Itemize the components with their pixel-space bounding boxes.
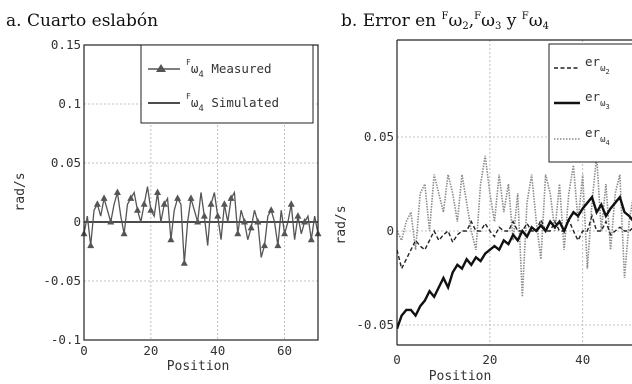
measured-point-marker: [100, 194, 108, 201]
panel-b-xtick-label: 40: [575, 352, 590, 367]
legend-measured-marker: [156, 64, 166, 72]
panel-a-xtick-label: 40: [210, 343, 225, 358]
measured-point-marker: [160, 200, 168, 207]
measured-point-marker: [207, 200, 215, 207]
measured-point-marker: [247, 223, 255, 231]
panel-a-ytick-label: -0.1: [51, 332, 81, 347]
panel-b-plot-frame: [396, 39, 632, 346]
measured-point-marker: [147, 206, 155, 213]
panel-b-title-sym-1: ω: [448, 11, 462, 31]
measured-point-marker: [227, 194, 235, 201]
panel-b-title-sym-2: ω: [481, 11, 495, 31]
measured-point-marker: [301, 218, 309, 225]
measured-point-marker: [93, 200, 101, 207]
panel-a-legend: Fω4 Measured Fω4 Simulated: [140, 44, 314, 124]
series-measured-line: [83, 186, 319, 264]
measured-point-marker: [267, 206, 275, 213]
measured-point-marker: [281, 229, 289, 237]
panel-b-title-sup-3: F: [522, 11, 529, 22]
panel-a-ytick-label: 0.15: [51, 37, 81, 52]
panel-b-ytick-label: 0.05: [364, 129, 394, 144]
panel-a-ytick-label: 0.05: [51, 155, 81, 170]
measured-point-marker: [194, 218, 202, 225]
measured-point-marker: [167, 235, 175, 243]
measured-point-marker: [133, 206, 141, 213]
panel-b-title-conj: y: [506, 11, 517, 31]
measured-point-marker: [220, 200, 228, 207]
legend-er3-label: erω3: [585, 89, 610, 111]
panel-b-xtick-label: 20: [482, 352, 497, 367]
panel-a-title: a. Cuarto eslabón: [6, 11, 158, 31]
panel-b-legend: erω2 erω3 erω4: [548, 43, 632, 163]
panel-a-xlabel: Position: [167, 359, 230, 374]
panel-b-ylabel: rad/s: [334, 205, 349, 244]
measured-point-marker: [200, 212, 208, 219]
panel-b-title-sym-3: ω: [529, 11, 543, 31]
panel-b-title-sub-3: 4: [543, 21, 549, 32]
measured-point-marker: [294, 212, 302, 219]
measured-point-marker: [140, 200, 148, 207]
measured-point-marker: [274, 241, 282, 249]
measured-point-marker: [107, 218, 115, 225]
measured-point-marker: [240, 218, 248, 225]
measured-point-marker: [120, 229, 128, 237]
panel-b-title-sup-2: F: [474, 11, 481, 22]
measured-point-marker: [214, 212, 222, 219]
measured-point-marker: [154, 188, 162, 195]
panel-b-title-prefix: b. Error en: [341, 11, 442, 31]
measured-point-marker: [187, 194, 195, 201]
measured-point-marker: [234, 229, 242, 237]
panel-a-xtick-label: 20: [143, 343, 158, 358]
panel-b-xlabel: Position: [429, 369, 492, 384]
panel-b-xtick-label: 0: [393, 352, 401, 367]
panel-a-tick-labels: 0 20 40 60 -0.1 -0.05 0 0.05 0.1 0.15: [43, 37, 292, 358]
panel-b-ytick-label: 0: [386, 223, 394, 238]
panel-b-title: b. Error en Fω2,Fω3 y Fω4: [341, 11, 549, 32]
panel-a-ylabel: rad/s: [13, 172, 28, 211]
measured-point-marker: [174, 194, 182, 201]
legend-er4-label: erω4: [585, 125, 610, 147]
measured-point-marker: [261, 241, 269, 249]
measured-point-marker: [287, 200, 295, 207]
series-er4-line: [397, 155, 632, 297]
panel-a-series: [80, 186, 322, 266]
panel-b-title-sub-1: 2: [462, 21, 468, 32]
panel-a-chart: 0 20 40 60 -0.1 -0.05 0 0.05 0.1 0.15 rad/s Posit…: [13, 37, 322, 374]
legend-er2-label: erω2: [585, 54, 610, 76]
panel-b-title-sub-2: 3: [495, 21, 501, 32]
series-er3-line: [397, 194, 632, 330]
panel-a-ytick-label: 0.1: [58, 96, 81, 111]
panel-a-xtick-label: 0: [80, 343, 88, 358]
panel-b-series: [397, 155, 632, 330]
measured-point-marker: [180, 259, 188, 266]
measured-point-marker: [307, 235, 315, 243]
panel-a-xtick-label: 60: [277, 343, 292, 358]
panel-b-ytick-label: -0.05: [356, 317, 394, 332]
measured-point-marker: [113, 188, 121, 195]
panel-a-ytick-label: 0: [73, 214, 81, 229]
measured-point-marker: [87, 241, 95, 249]
measured-point-marker: [254, 218, 262, 225]
panel-a-ytick-label: -0.05: [43, 273, 81, 288]
measured-point-marker: [127, 194, 135, 201]
legend-measured-label: Fω4 Measured: [186, 58, 272, 80]
panel-b-title-sup-1: F: [442, 11, 449, 22]
panel-a-legend-box: [140, 44, 314, 124]
legend-simulated-label: Fω4 Simulated: [186, 92, 279, 114]
